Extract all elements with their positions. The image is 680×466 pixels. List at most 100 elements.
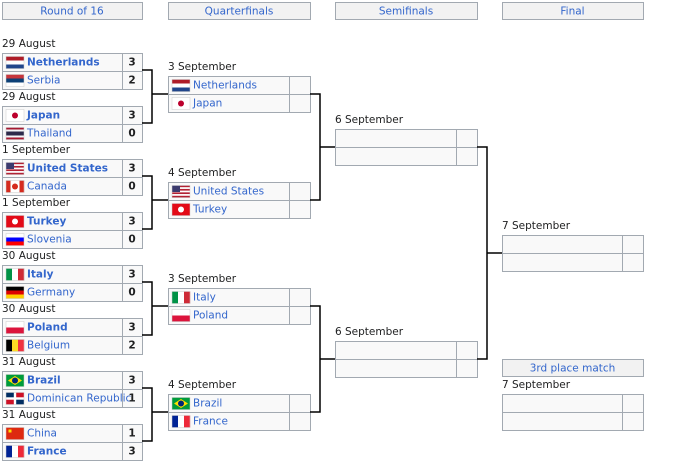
flag: [5, 374, 25, 387]
flag: [5, 56, 25, 69]
flag-part: [6, 169, 24, 172]
team-name: Canada: [27, 181, 67, 193]
connector: [142, 387, 153, 442]
flag-part: [6, 135, 24, 138]
flag-part: [18, 268, 25, 281]
flag: [171, 309, 191, 322]
flag: [5, 268, 25, 281]
round-header-text: Final: [560, 6, 584, 18]
match-date: 7 September: [502, 379, 571, 391]
team-score: 0: [128, 234, 135, 246]
cell: [502, 235, 623, 254]
cell: [502, 253, 623, 272]
flag-border: [5, 427, 25, 440]
connector: [310, 93, 321, 201]
flag-part: [6, 172, 24, 175]
team-name: Turkey: [27, 216, 66, 228]
flag-border: [5, 233, 25, 246]
flag-border: [171, 79, 191, 92]
flag-part: [6, 397, 24, 400]
flag-border: [171, 203, 191, 216]
cell: [289, 200, 311, 219]
flag-part: [6, 241, 24, 246]
flag-part: [8, 429, 12, 433]
flag-part: [172, 192, 190, 195]
team-name: Italy: [27, 269, 54, 281]
team-score: 1: [128, 428, 135, 440]
flag-part: [6, 392, 15, 399]
flag-part: [6, 233, 24, 238]
flag-border: [5, 74, 25, 87]
cell: [122, 124, 143, 143]
cell: [335, 129, 457, 148]
match-date: 31 August: [2, 409, 55, 421]
match-date: 6 September: [335, 114, 404, 126]
flag-border: [171, 415, 191, 428]
flag-part: [178, 206, 184, 213]
cell: [289, 182, 311, 201]
flag-part: [172, 309, 190, 316]
flag-part: [6, 321, 24, 328]
cell: [456, 147, 478, 166]
flag-part: [6, 180, 11, 193]
third-place-title: 3rd place match: [530, 363, 616, 375]
team-name: Netherlands: [193, 80, 257, 92]
flag-part: [172, 79, 190, 84]
flag-part: [184, 291, 191, 304]
flag-border: [5, 392, 25, 405]
flag-border: [5, 321, 25, 334]
flag-part: [6, 162, 24, 165]
team-score: 2: [128, 340, 135, 352]
flag-part: [15, 398, 24, 405]
match-date: 30 August: [2, 250, 55, 262]
cell: [289, 412, 311, 431]
team-name: Japan: [26, 110, 60, 122]
flag-part: [12, 377, 18, 384]
flag-part: [6, 286, 24, 291]
cell: [122, 336, 143, 355]
round-header: [168, 2, 311, 20]
team-name: Thailand: [26, 128, 72, 140]
cell: [622, 394, 644, 413]
flag-part: [6, 60, 24, 65]
flag-part: [6, 164, 24, 167]
cell: [335, 341, 457, 360]
team-name: Brazil: [27, 375, 61, 387]
flag-part: [6, 56, 24, 61]
team-score: 3: [128, 163, 135, 175]
match-date: 29 August: [2, 38, 55, 50]
flag-part: [6, 162, 14, 169]
cell: [502, 412, 623, 431]
cell: [622, 235, 644, 254]
flag-part: [6, 78, 24, 83]
flag-part: [178, 291, 185, 304]
match-date: 7 September: [502, 220, 571, 232]
flag-part: [6, 294, 24, 299]
flag-part: [6, 445, 13, 458]
flag-part: [6, 327, 24, 334]
round-header: [2, 2, 143, 20]
flag-part: [12, 339, 19, 352]
team-name: Italy: [193, 292, 216, 304]
flag-part: [172, 415, 179, 428]
cell: [289, 94, 311, 113]
team-name: Serbia: [27, 75, 60, 87]
team-score: 3: [128, 110, 135, 122]
flag: [5, 127, 25, 140]
team-name: United States: [27, 163, 108, 175]
match-date: 1 September: [2, 197, 71, 209]
flag-part: [178, 415, 185, 428]
flag-part: [12, 218, 18, 225]
match-date: 29 August: [2, 91, 55, 103]
team-score: 3: [128, 269, 135, 281]
flag-part: [184, 415, 191, 428]
team-name: United States: [193, 186, 264, 198]
flag-part: [172, 195, 190, 198]
flag-part: [172, 87, 190, 92]
match-date: 30 August: [2, 303, 55, 315]
flag-part: [6, 237, 24, 242]
cell: [289, 76, 311, 95]
flag-part: [6, 137, 24, 140]
